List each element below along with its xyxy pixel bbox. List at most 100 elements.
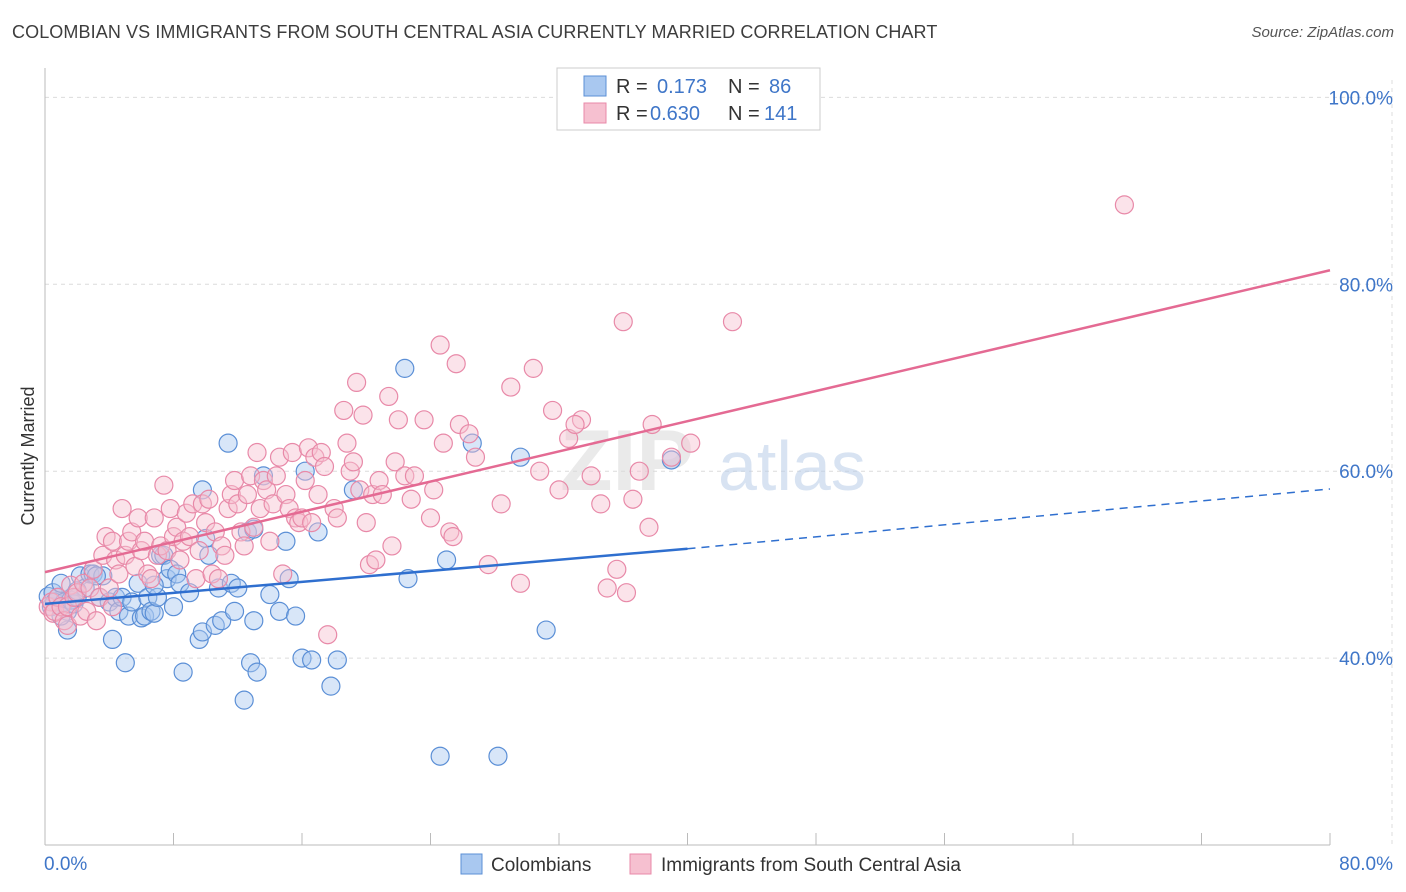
colombians-point [102,629,123,650]
south-central-asia-point [144,508,164,528]
chart-title: COLOMBIAN VS IMMIGRANTS FROM SOUTH CENTR… [12,22,938,42]
colombians-point [192,480,213,500]
south-central-asia-point [102,531,123,551]
y-tick-label: 80.0% [1339,275,1393,296]
colombians-point [199,545,219,565]
south-central-asia-point [295,470,315,491]
south-central-asia-point [501,377,521,397]
colombians-point [536,620,556,640]
colombians-point [327,650,347,670]
colombians-point [51,573,71,593]
bottom-legend-swatch-pink [629,853,652,875]
colombians-point [241,653,261,673]
south-central-asia-point [282,442,302,463]
legend-r-value-1: 0.173 [657,76,707,98]
bottom-legend-colombians: Colombians [491,855,591,876]
south-central-asia-point [102,597,123,617]
x-tick-label: 0.0% [44,854,87,875]
south-central-asia-point [308,484,328,505]
colombians-point [488,746,508,766]
colombians-point [144,603,164,623]
y-tick-label: 40.0% [1339,649,1393,670]
south-central-asia-point [565,414,585,435]
legend-n-value-1: 86 [769,76,791,98]
south-central-asia-point [250,498,270,519]
south-central-asia-point [276,484,296,505]
south-central-asia-point [269,447,290,467]
south-central-asia-point [337,433,357,453]
south-central-asia-point [443,527,463,547]
south-central-asia-point [186,569,206,589]
south-central-asia-point [382,536,402,556]
south-central-asia-point [465,447,486,467]
south-central-asia-point [298,438,319,458]
legend-r-label-1: R = [616,76,648,98]
south-central-asia-point [395,466,415,486]
x-tick-label: 80.0% [1339,854,1393,875]
south-central-asia-point [591,494,611,514]
south-central-asia-point [581,466,601,486]
south-central-asia-point [241,466,261,486]
south-central-asia-point [327,508,347,528]
legend-n-value-2: 141 [764,103,797,125]
colombians-point [308,522,328,542]
south-central-asia-point [388,410,408,430]
bottom-legend-south-central-asia: Immigrants from South Central Asia [661,855,961,876]
south-central-asia-point [523,358,543,378]
south-central-asia-point [141,569,161,589]
south-central-asia-point [247,442,267,463]
colombians-point [430,746,450,766]
south-central-asia-point [414,410,434,430]
colombians-point [302,650,322,670]
south-central-asia-point [167,517,187,537]
south-central-asia-point [353,405,373,425]
south-central-asia-point [122,522,142,542]
south-central-asia-point [234,536,254,556]
legend-swatch-pink [583,102,607,124]
axes [44,68,1331,846]
south-central-asia-point [260,531,280,551]
south-central-asia-point [112,498,132,519]
south-central-asia-point [639,517,659,537]
south-central-asia-point [176,503,196,523]
colombians-point [510,447,531,467]
south-central-asia-point [318,625,338,645]
colombians-trendline [44,547,688,606]
south-central-asia-point [379,386,399,407]
colombians-point [269,601,290,621]
south-central-asia-point [237,484,257,505]
south-central-asia-trendline [44,269,1331,574]
trendlines [44,269,1331,606]
south-central-asia-point [224,470,245,491]
south-central-asia-point [623,489,643,509]
colombians-point [218,433,238,453]
south-central-asia-point [218,498,238,519]
south-central-asia-point [559,428,579,449]
colombians-point [141,601,161,621]
south-central-asia-point [433,433,453,453]
colombians-point [260,584,280,605]
south-central-asia-point [86,611,107,631]
legend-r-value-2: 0.630 [650,103,700,125]
correlation-legend: R = 0.173 N = 86 R = 0.630 N = 141 [556,67,821,131]
south-central-asia-point [170,550,190,570]
south-central-asia-point [446,354,466,374]
colombians-point [292,648,312,668]
south-central-asia-point [385,452,405,472]
watermark-atlas: atlas [718,427,866,505]
south-central-asia-point [616,583,637,603]
colombians-trendline-extension [687,488,1331,550]
south-central-asia-point [109,564,129,584]
colombians-point [173,662,193,682]
south-central-asia-point [189,541,209,561]
south-central-asia-point [57,615,78,635]
source-label: Source: ZipAtlas.com [1251,24,1394,41]
south-central-asia-point [424,480,444,500]
colombians-point [321,676,341,696]
south-central-asia-point [597,578,617,598]
series-legend: Colombians Immigrants from South Central… [460,853,961,876]
legend-swatch-blue [583,75,607,97]
south-central-asia-point [347,372,367,393]
south-central-asia-point [366,550,386,570]
